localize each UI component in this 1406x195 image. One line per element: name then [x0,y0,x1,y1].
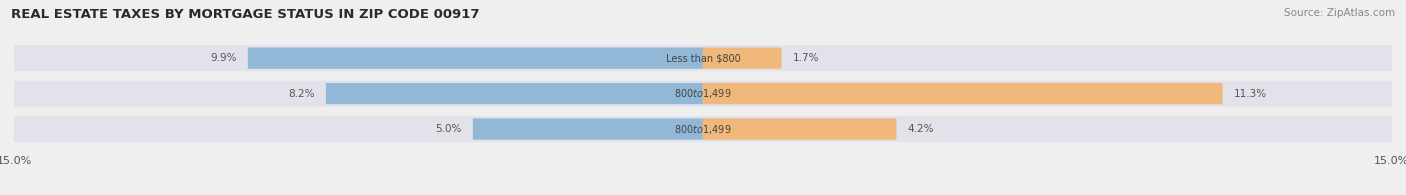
FancyBboxPatch shape [703,118,897,140]
Text: $800 to $1,499: $800 to $1,499 [675,87,731,100]
Text: Less than $800: Less than $800 [665,53,741,63]
FancyBboxPatch shape [472,118,703,140]
FancyBboxPatch shape [703,83,1222,104]
FancyBboxPatch shape [14,116,1392,142]
Text: 9.9%: 9.9% [211,53,236,63]
FancyBboxPatch shape [247,48,703,69]
Text: 8.2%: 8.2% [288,89,315,99]
FancyBboxPatch shape [14,45,1392,71]
Text: 11.3%: 11.3% [1233,89,1267,99]
Text: Source: ZipAtlas.com: Source: ZipAtlas.com [1284,8,1395,18]
FancyBboxPatch shape [703,48,782,69]
FancyBboxPatch shape [14,81,1392,106]
Text: 5.0%: 5.0% [436,124,461,134]
Text: 4.2%: 4.2% [907,124,934,134]
Text: $800 to $1,499: $800 to $1,499 [675,122,731,136]
FancyBboxPatch shape [326,83,703,104]
Text: REAL ESTATE TAXES BY MORTGAGE STATUS IN ZIP CODE 00917: REAL ESTATE TAXES BY MORTGAGE STATUS IN … [11,8,479,21]
Text: 1.7%: 1.7% [793,53,820,63]
